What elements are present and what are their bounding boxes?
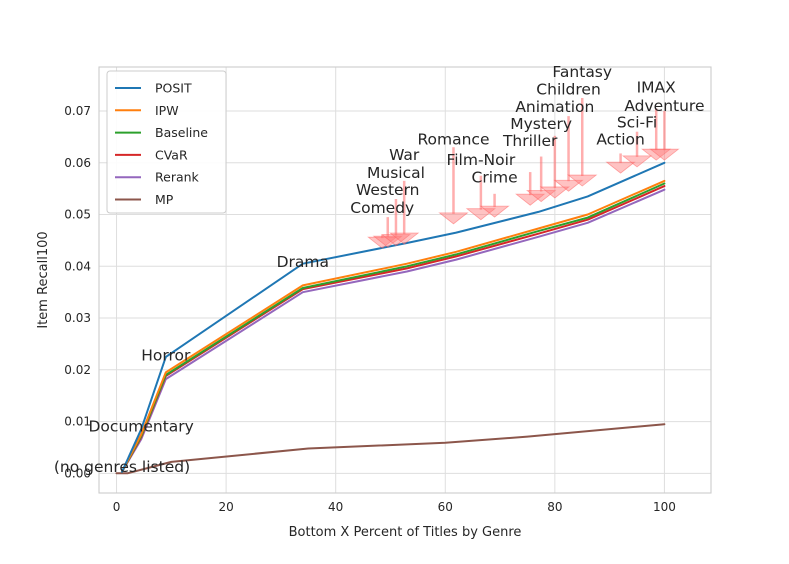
x-tick-label: 60 <box>438 500 453 514</box>
annotation-label: Thriller <box>502 132 558 150</box>
annotation-arrow <box>525 156 557 203</box>
y-tick-label: 0.02 <box>64 363 91 377</box>
legend-label-cvar: CVaR <box>155 147 188 162</box>
legend-label-baseline: Baseline <box>155 125 208 140</box>
y-tick-label: 0.05 <box>64 208 91 222</box>
legend-label-ipw: IPW <box>155 103 179 118</box>
annotation-label: Action <box>596 130 645 148</box>
annotation-label: Musical <box>367 164 425 182</box>
arrow-head <box>479 205 510 218</box>
annotation-label: Film-Noir <box>446 151 515 169</box>
legend-label-rerank: Rerank <box>155 170 200 185</box>
annotation-arrow <box>649 110 680 161</box>
x-tick-label: 0 <box>113 500 121 514</box>
series-line-posit <box>121 161 666 473</box>
annotation-arrow <box>438 147 469 225</box>
annotation-label: War <box>389 146 420 164</box>
y-tick-label: 0.04 <box>64 259 91 273</box>
y-tick-label: 0.03 <box>64 311 91 325</box>
annotation-arrow <box>553 116 584 192</box>
arrow-head <box>389 232 420 245</box>
annotation-label: Western <box>356 181 420 199</box>
y-tick-label: 0.06 <box>64 156 91 170</box>
annotation-label: Mystery <box>510 115 572 133</box>
y-axis-label: Item Recall100 <box>36 231 51 328</box>
y-tick-label: 0.01 <box>64 415 91 429</box>
y-tick-label: 0.07 <box>64 104 91 118</box>
x-tick-label: 100 <box>653 500 676 514</box>
series-lines <box>115 161 666 475</box>
annotation-arrow <box>380 198 412 247</box>
x-axis-label: Bottom X Percent of Titles by Genre <box>289 525 522 540</box>
annotation-arrow <box>621 131 653 168</box>
annotation-label: (no genres listed) <box>54 458 190 476</box>
legend: POSIT IPW Baseline CVaR Rerank MP <box>106 70 227 214</box>
arrow-head <box>515 193 546 206</box>
x-tick-label: 40 <box>328 500 343 514</box>
annotation-arrow <box>389 180 420 245</box>
annotation-label: Fantasy <box>552 63 612 81</box>
arrow-head <box>525 190 557 203</box>
annotation-label: Animation <box>515 98 594 116</box>
annotation-label: Adventure <box>624 97 704 115</box>
arrow-head <box>567 174 598 187</box>
annotation-arrow <box>605 153 636 174</box>
arrow-head <box>553 179 584 192</box>
annotation-arrow <box>539 135 571 199</box>
annotation-arrow <box>479 193 510 218</box>
annotation-label: Sci-Fi <box>617 113 657 131</box>
annotation-label: Children <box>536 80 601 98</box>
annotation-arrow <box>372 217 403 248</box>
annotation-label: Crime <box>472 168 518 186</box>
x-tick-labels: 0 20 40 60 80 100 <box>113 500 676 514</box>
arrow-head <box>380 234 412 247</box>
series-line-ipw <box>121 179 666 473</box>
annotation-arrows <box>367 98 680 249</box>
arrow-head <box>649 148 680 161</box>
annotation-label: Comedy <box>350 199 414 217</box>
annotation-label: Drama <box>277 253 329 271</box>
annotation-label: Documentary <box>89 418 194 436</box>
annotation-label: Romance <box>417 130 489 148</box>
series-line-mp <box>115 423 666 475</box>
x-tick-label: 80 <box>547 500 562 514</box>
annotation-arrow <box>515 172 546 206</box>
x-tick-label: 20 <box>218 500 233 514</box>
arrow-head <box>438 212 469 225</box>
annotation-arrow <box>567 98 598 187</box>
annotation-label: IMAX <box>637 79 677 97</box>
y-tick-label: 0.00 <box>64 466 91 480</box>
plot-frame <box>98 66 712 494</box>
annotation-label: Horror <box>141 346 191 364</box>
arrow-head <box>605 161 636 174</box>
legend-label-posit: POSIT <box>155 81 192 96</box>
y-tick-labels: 0.00 0.01 0.02 0.03 0.04 0.05 0.06 0.07 <box>64 104 91 480</box>
arrow-head <box>621 155 653 168</box>
annotations: (no genres listed) Documentary Horror Drama… <box>54 63 705 476</box>
legend-label-mp: MP <box>155 192 174 207</box>
arrow-head <box>372 235 403 248</box>
arrow-head <box>539 186 571 199</box>
